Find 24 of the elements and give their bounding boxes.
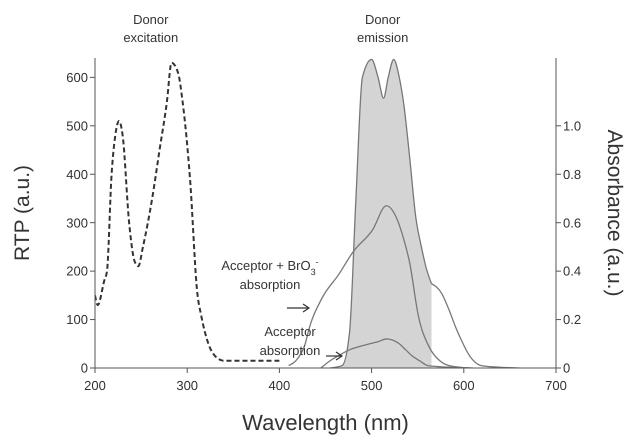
y2-tick-label: 0 bbox=[563, 360, 570, 376]
y-axis-title: RTP (a.u.) bbox=[11, 164, 34, 262]
y-tick-label: 400 bbox=[66, 166, 88, 182]
series-label: Donor emission bbox=[357, 12, 408, 45]
y-tick-label: 0 bbox=[80, 360, 88, 376]
y-tick-label: 500 bbox=[66, 118, 88, 134]
x-tick-label: 700 bbox=[545, 378, 567, 394]
y2-tick-label: 0.6 bbox=[563, 215, 582, 230]
y2-tick-label: 0.8 bbox=[563, 166, 582, 182]
series-label: Donor excitation bbox=[123, 12, 178, 45]
x-tick-label: 300 bbox=[176, 378, 198, 394]
x-tick-label: 600 bbox=[452, 378, 475, 394]
x-tick-label: 200 bbox=[84, 378, 106, 394]
y-tick-label: 200 bbox=[66, 264, 88, 279]
x-tick-label: 400 bbox=[268, 378, 290, 394]
y-tick-label: 300 bbox=[66, 215, 88, 230]
x-axis-title: Wavelength (nm) bbox=[242, 410, 409, 435]
y-tick-label: 600 bbox=[66, 70, 88, 85]
x-tick-label: 500 bbox=[360, 378, 382, 394]
y2-axis-title: Absorbance (a.u.) bbox=[603, 130, 626, 296]
y-tick-label: 100 bbox=[66, 312, 88, 328]
y2-tick-label: 0.2 bbox=[563, 312, 582, 328]
y2-tick-label: 0.4 bbox=[563, 264, 582, 279]
y2-tick-label: 1.0 bbox=[563, 118, 582, 134]
